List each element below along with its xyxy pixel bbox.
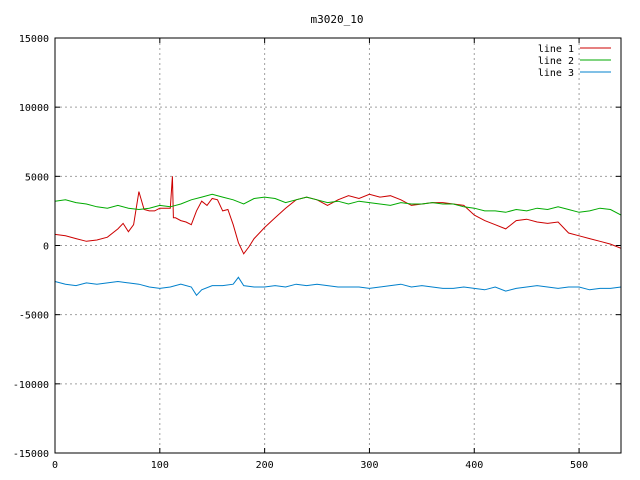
x-tick-label: 200 xyxy=(256,460,274,471)
plot-frame xyxy=(54,37,622,454)
legend-label-3: line 3 xyxy=(538,68,574,79)
x-tick-label: 0 xyxy=(52,460,58,471)
x-tick-label: 500 xyxy=(570,460,588,471)
chart-title: m3020_10 xyxy=(311,13,364,26)
axis-ticks: 0 100 200 300 400 500 -15000 -10000 -5000 0 5000 10… xyxy=(13,34,621,471)
series-lines xyxy=(54,176,622,297)
x-tick-label: 300 xyxy=(360,460,378,471)
y-tick-label: -15000 xyxy=(13,449,49,460)
y-tick-label: 0 xyxy=(43,242,49,253)
grid xyxy=(55,38,621,453)
y-tick-label: 15000 xyxy=(19,34,49,45)
legend-label-1: line 1 xyxy=(538,44,574,55)
y-tick-label: 5000 xyxy=(25,172,49,183)
series-line-1 xyxy=(54,176,622,255)
legend-label-2: line 2 xyxy=(538,56,574,67)
y-tick-label: -10000 xyxy=(13,380,49,391)
y-tick-label: 10000 xyxy=(19,103,49,114)
series-line-3 xyxy=(54,276,622,297)
x-tick-label: 400 xyxy=(465,460,483,471)
x-tick-label: 100 xyxy=(151,460,169,471)
series-line-2 xyxy=(54,193,622,216)
y-tick-label: -5000 xyxy=(19,311,49,322)
